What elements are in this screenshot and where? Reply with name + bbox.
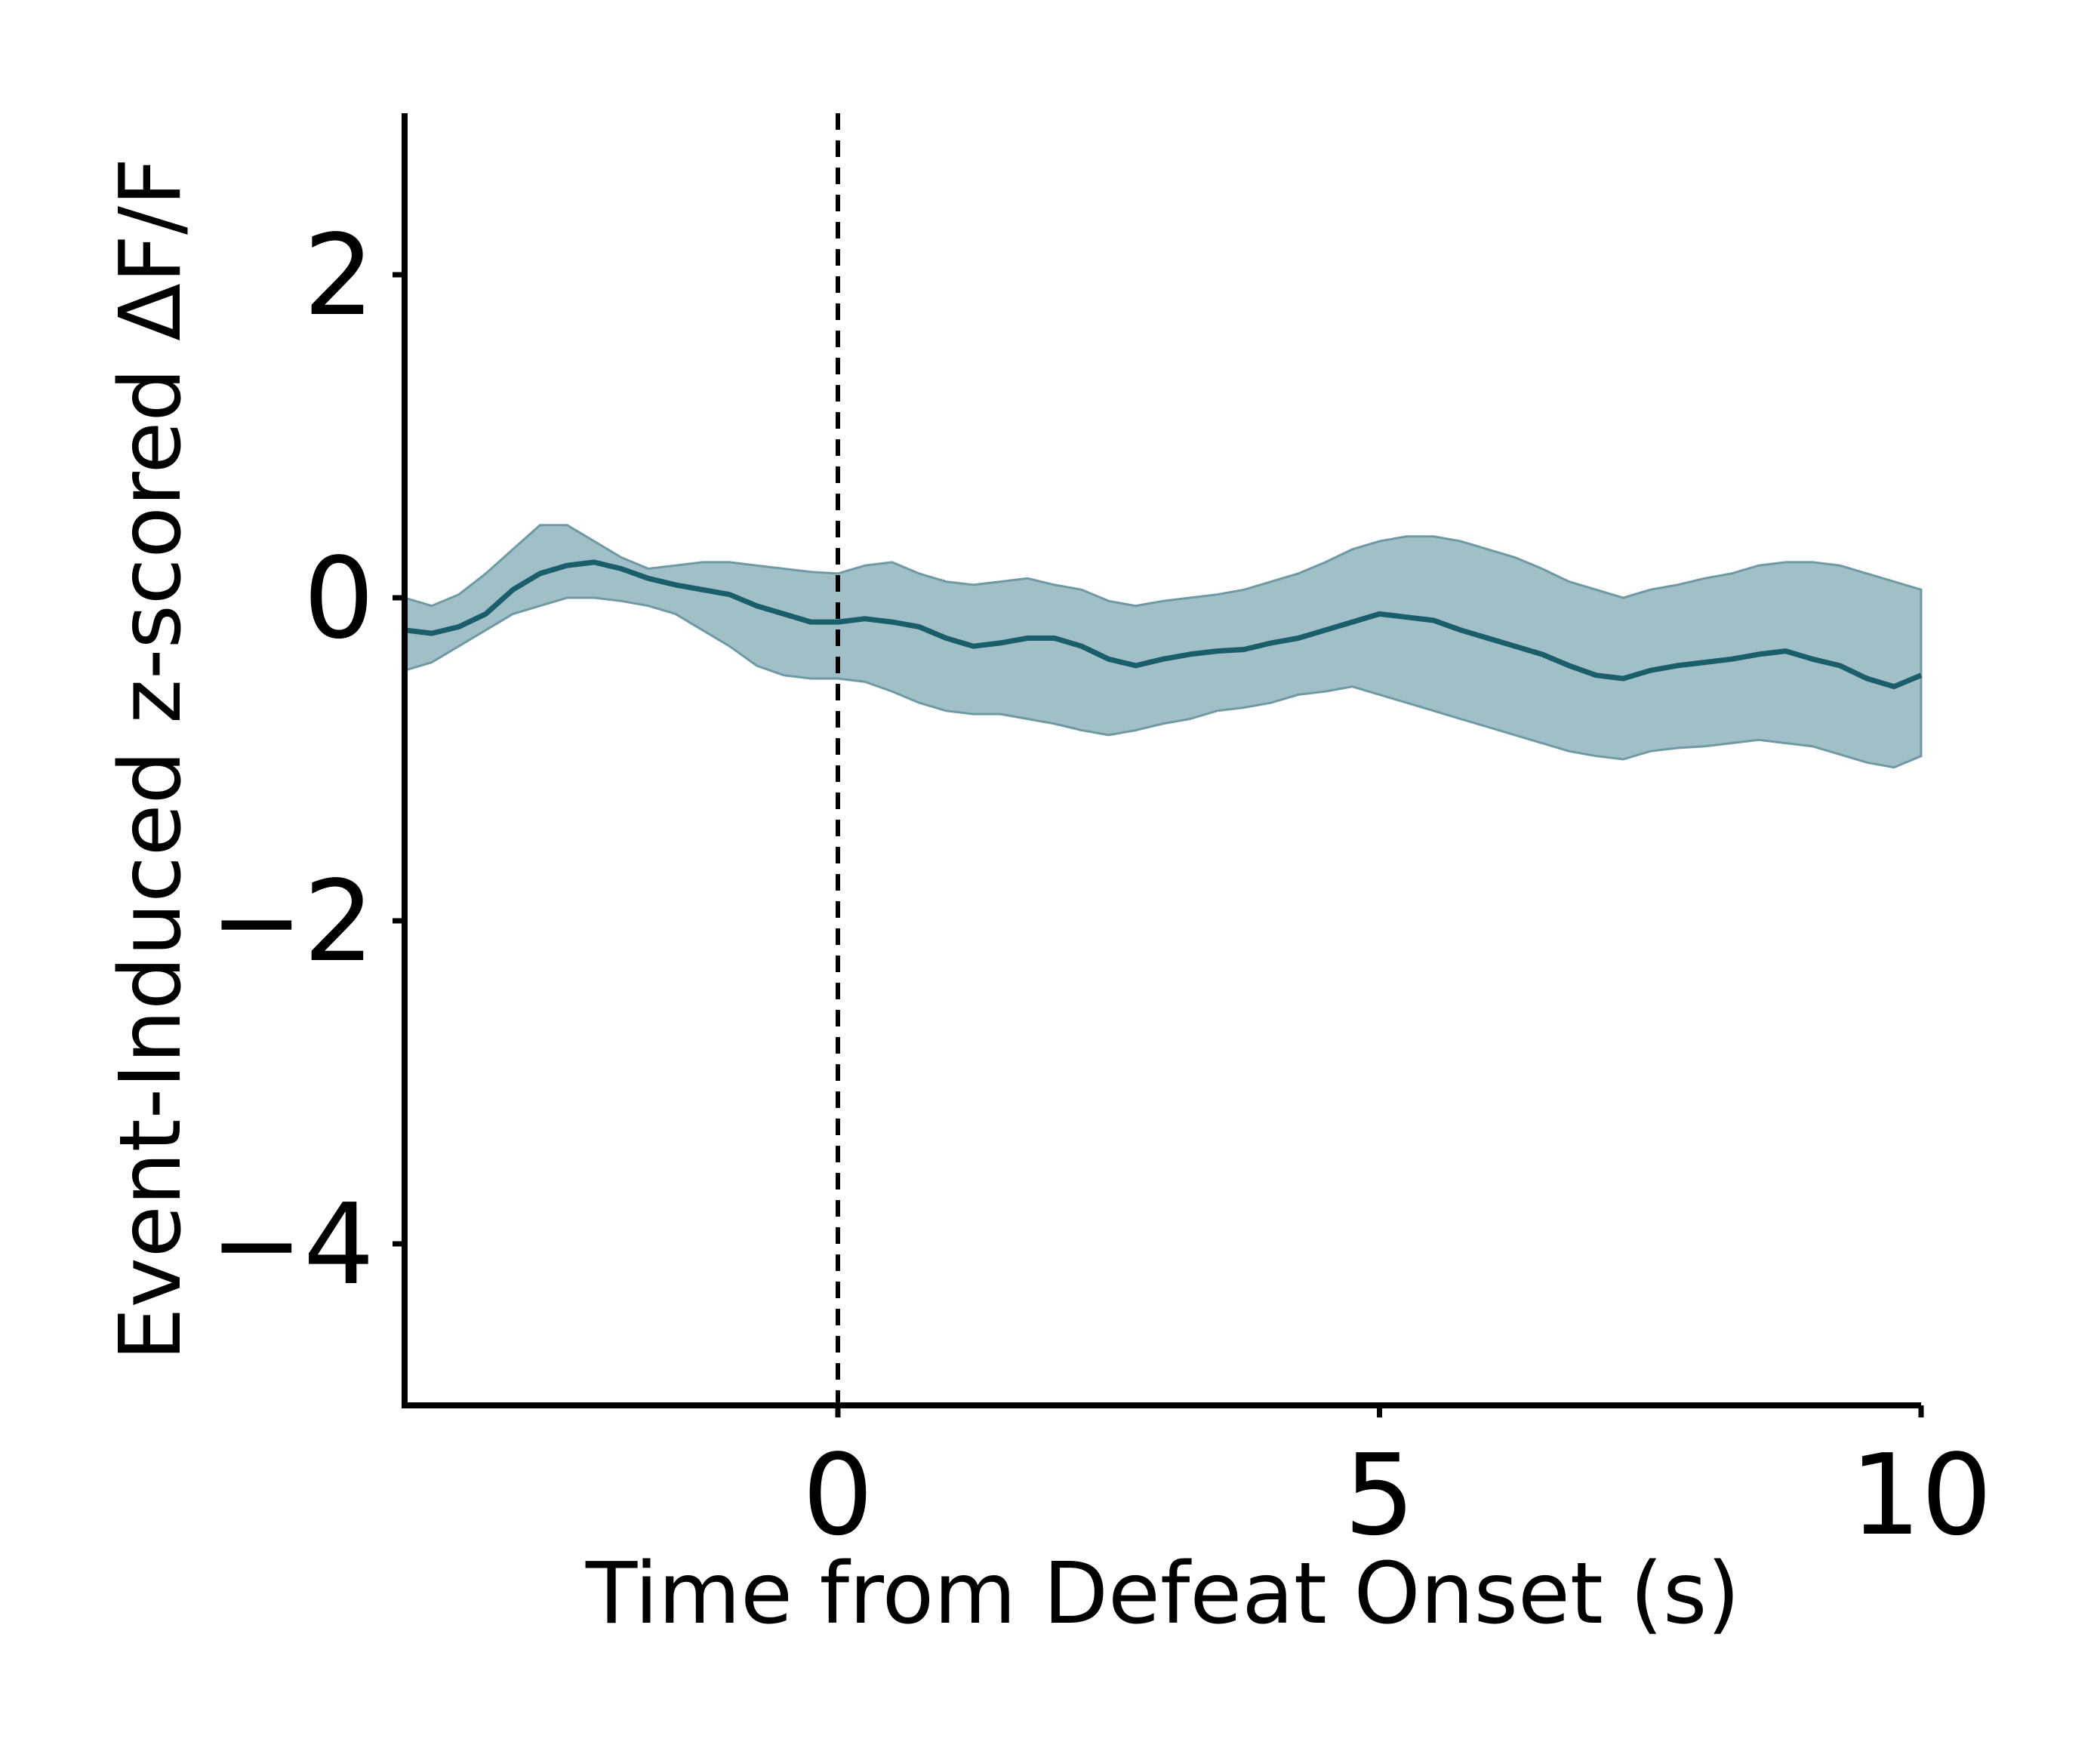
y-tick-label: 0 [303,534,374,663]
sem-band-layer [403,524,1923,769]
sem-band [403,524,1923,769]
ticks-layer: 0 5 10 −4 −2 0 2 [210,211,1992,1560]
x-tick-label: 5 [1344,1430,1415,1560]
x-tick-label: 10 [1850,1430,1992,1560]
x-axis-title: Time from Defeat Onset (s) [585,1545,1740,1643]
y-tick-label: −2 [210,857,374,986]
mean-line-layer [404,559,1923,690]
mean-trace-line [404,559,1923,690]
x-tick-label: 0 [802,1430,873,1560]
y-tick-label: 2 [303,211,374,340]
y-axis-title: Event-Induced z-scored ΔF/F [102,158,200,1362]
y-tick-label: −4 [210,1180,374,1310]
